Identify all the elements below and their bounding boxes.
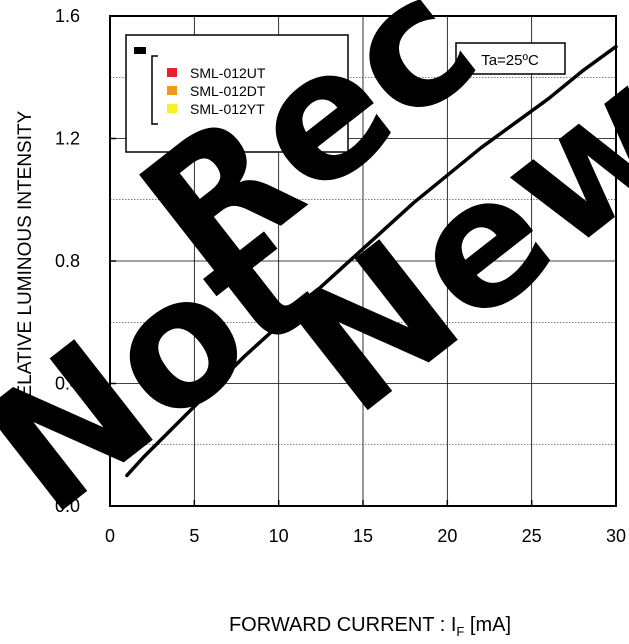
x-axis-title-unit: [mA] bbox=[464, 614, 511, 636]
y-tick-label: 1.6 bbox=[55, 6, 80, 26]
x-tick-label: 30 bbox=[606, 526, 626, 546]
x-axis-title-main: FORWARD CURRENT : I bbox=[229, 614, 456, 636]
watermark: Not Rec New bbox=[0, 0, 629, 553]
temperature-annotation: Ta=25ºC bbox=[455, 42, 566, 75]
annotation-text: Ta=25ºC bbox=[481, 52, 539, 69]
x-tick-label: 20 bbox=[437, 526, 457, 546]
legend-entry-label: SML-012DT bbox=[190, 83, 266, 99]
x-tick-label: 0 bbox=[105, 526, 115, 546]
x-tick-label: 15 bbox=[353, 526, 373, 546]
legend-bracket bbox=[151, 55, 158, 125]
legend-entry-label: SML-012UT bbox=[190, 65, 266, 81]
y-tick-label: 0.4 bbox=[55, 374, 80, 394]
x-axis-title: FORWARD CURRENT : IF [mA] bbox=[229, 614, 511, 639]
y-tick-label: 0.8 bbox=[55, 251, 80, 271]
legend-swatch bbox=[167, 68, 177, 77]
y-tick-label: 1.2 bbox=[55, 129, 80, 149]
legend: SML-012UT SML-012DT SML-012YT bbox=[125, 34, 349, 153]
legend-box bbox=[125, 34, 349, 153]
x-axis-title-sub: F bbox=[456, 624, 464, 639]
y-tick-label: 0.0 bbox=[55, 496, 80, 516]
x-tick-label: 10 bbox=[269, 526, 289, 546]
x-tick-label: 25 bbox=[522, 526, 542, 546]
legend-entry-label: SML-012YT bbox=[190, 101, 265, 117]
x-tick-label: 5 bbox=[189, 526, 199, 546]
y-axis-title: RELATIVE LUMINOUS INTENSITY bbox=[15, 110, 36, 411]
series-line bbox=[125, 44, 618, 478]
legend-swatch bbox=[167, 86, 177, 95]
legend-marker bbox=[134, 47, 146, 54]
legend-swatch bbox=[167, 104, 177, 113]
axis-ticks: 0 5 10 15 20 25 30 0.0 0.4 0.8 1.2 1.6 bbox=[55, 6, 626, 546]
annotation-box bbox=[455, 42, 566, 75]
